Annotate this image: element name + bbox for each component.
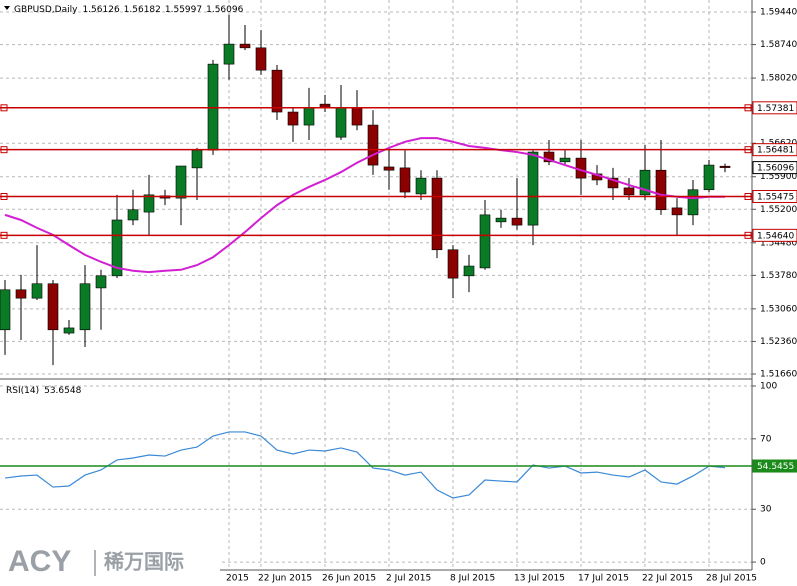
y-tick-label: 1.55900	[760, 172, 797, 182]
candle-body	[687, 189, 699, 216]
y-tick-label: 1.53060	[760, 304, 797, 314]
rsi-value: 53.6548	[44, 386, 81, 396]
candle-body	[335, 107, 347, 138]
candle-body	[383, 166, 395, 171]
y-tick-label: 1.53780	[760, 271, 797, 281]
candle-body	[431, 177, 443, 251]
candle-body	[479, 214, 491, 269]
header-close: 1.56096	[206, 5, 243, 15]
plot	[0, 14, 731, 499]
overlay: 1.57381 1.56481 1.55475 1.54640 1.56096 54.54…	[0, 101, 797, 473]
x-tick-label: 28 Jul 2015	[706, 574, 757, 584]
y-tick-label: 100	[760, 381, 777, 391]
current-price-box	[752, 161, 797, 175]
candle-body	[63, 327, 75, 334]
candle-body	[447, 249, 459, 279]
candle-body	[367, 124, 379, 166]
header-open: 1.56126	[82, 5, 119, 15]
y-tick-label: 1.55200	[760, 205, 797, 215]
y-tick-label: 1.58740	[760, 40, 797, 50]
candle-body	[271, 69, 283, 113]
candle-body	[143, 194, 155, 213]
level-label: 1.54640	[757, 231, 794, 241]
x-tick-label: 17 Jul 2015	[578, 574, 629, 584]
candle-body	[719, 165, 731, 168]
x-tick-label: 22 Jun 2015	[258, 574, 312, 584]
level-box	[752, 189, 797, 203]
y-tick-label: 0	[760, 558, 766, 568]
candle-body	[303, 107, 315, 126]
candle-body	[255, 47, 267, 71]
candle-body	[31, 283, 43, 299]
level-box	[752, 101, 797, 115]
moving-average	[4, 137, 725, 274]
rsi-title: RSI(14)	[6, 386, 39, 396]
level-box	[752, 143, 797, 157]
y-tick-label: 1.54480	[760, 238, 797, 248]
header-high: 1.56182	[124, 5, 161, 15]
candle-body	[543, 151, 555, 163]
chart-header: GBPUSD,Daily 1.56126 1.56182 1.55997 1.56096	[14, 5, 244, 15]
watermark-brand: ACY	[8, 545, 71, 578]
candle-body	[223, 43, 235, 65]
chart-title: GBPUSD,Daily	[14, 5, 78, 15]
candle-body	[559, 157, 571, 163]
candle-body	[623, 187, 635, 196]
x-tick-label: 26 Jun 2015	[322, 574, 376, 584]
candle-body	[415, 177, 427, 195]
y-tick-label: 30	[760, 505, 772, 515]
candle-body	[351, 107, 363, 126]
level-label: 1.56481	[757, 146, 794, 156]
level-label: 54.5455	[757, 462, 794, 472]
candle-body	[527, 151, 539, 226]
menu-arrow	[4, 6, 10, 10]
x-tick-label: 8 Jul 2015	[450, 574, 495, 584]
level-box	[752, 459, 797, 473]
candle-body	[95, 275, 107, 289]
candle-body	[0, 289, 11, 331]
candle-body	[79, 283, 91, 331]
candle-body	[655, 169, 667, 211]
y-tick-label: 70	[760, 434, 772, 444]
watermark-box	[0, 541, 220, 586]
y-tick-label: 1.52360	[760, 337, 797, 347]
candle-body	[239, 43, 251, 49]
candle-body	[47, 283, 59, 331]
y-tick-label: 1.51660	[760, 369, 797, 379]
level-label: 1.57381	[757, 104, 794, 114]
candle-body	[191, 149, 203, 169]
candle-body	[111, 219, 123, 277]
current-price-label: 1.56096	[757, 164, 794, 174]
candle-body	[399, 167, 411, 193]
candle-body	[607, 177, 619, 189]
candle-body	[639, 169, 651, 196]
candle-body	[15, 289, 27, 299]
rsi-header: RSI(14) 53.6548	[6, 386, 82, 396]
watermark-name: 稀万国际	[104, 550, 184, 574]
y-tick-label: 1.59440	[760, 8, 797, 18]
x-tick-label: 13 Jul 2015	[514, 574, 565, 584]
candle-body	[175, 165, 187, 199]
x-tick-label: 2015	[226, 574, 249, 584]
candle-body	[495, 217, 507, 223]
level-label: 1.55475	[757, 192, 794, 202]
candle-body	[671, 207, 683, 216]
candle-body	[511, 217, 523, 226]
header-low: 1.55997	[165, 5, 202, 15]
rsi-line	[4, 431, 726, 499]
candle-body	[127, 209, 139, 221]
candle-body	[287, 111, 299, 126]
x-tick-label: 22 Jul 2015	[642, 574, 693, 584]
y-tick-label: 1.58020	[760, 74, 797, 84]
x-tick-label: 2 Jul 2015	[386, 574, 431, 584]
candle-body	[463, 265, 475, 277]
candle-body	[703, 164, 715, 191]
level-box	[752, 228, 797, 242]
